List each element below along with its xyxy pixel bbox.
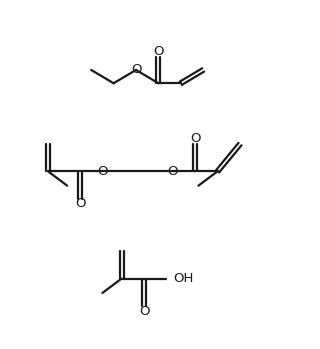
Text: O: O xyxy=(168,165,178,178)
Text: O: O xyxy=(153,45,164,58)
Text: O: O xyxy=(97,165,108,178)
Text: O: O xyxy=(131,64,141,76)
Text: O: O xyxy=(75,198,85,210)
Text: OH: OH xyxy=(173,272,194,285)
Text: O: O xyxy=(139,305,149,318)
Text: O: O xyxy=(190,132,200,145)
